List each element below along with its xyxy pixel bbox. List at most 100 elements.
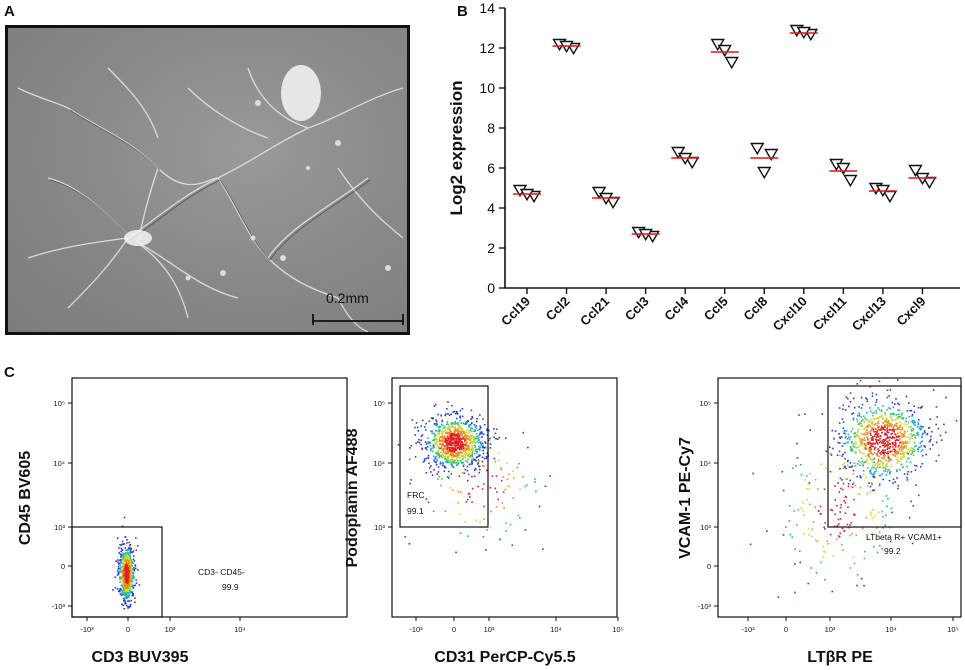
event-dot [443, 438, 445, 441]
event-dot [896, 470, 898, 473]
event-dot [898, 435, 900, 438]
event-dot [881, 431, 883, 434]
event-dot [126, 583, 129, 586]
data-point-cxcl13 [882, 190, 898, 204]
event-dot [833, 438, 835, 440]
event-dot [921, 434, 924, 436]
event-dot [462, 454, 465, 457]
event-dot [861, 527, 864, 530]
event-dot [914, 464, 916, 467]
event-dot [902, 435, 904, 438]
x-tick-label: 10³ [484, 625, 495, 634]
event-dot [860, 407, 863, 409]
event-dot [837, 441, 839, 444]
event-dot [120, 569, 123, 572]
event-dot [443, 466, 446, 469]
event-dot [130, 574, 133, 576]
event-dot [121, 562, 124, 565]
micrograph-cells [17, 65, 404, 332]
event-dot [796, 442, 798, 445]
event-dot [892, 446, 894, 448]
event-dot [467, 444, 470, 447]
event-dot [126, 591, 129, 593]
event-dot [519, 488, 521, 491]
event-dot [845, 430, 848, 432]
event-dot [467, 446, 470, 449]
event-dot [125, 569, 127, 572]
event-dot [839, 437, 842, 440]
event-dot [465, 449, 467, 452]
event-dot [871, 422, 873, 425]
event-dot [831, 590, 834, 593]
event-dot [132, 550, 135, 553]
event-dot [135, 549, 138, 552]
event-dot [461, 452, 463, 454]
event-dot [526, 484, 528, 486]
event-dot [893, 425, 895, 428]
event-dot [431, 432, 434, 435]
event-dot [928, 427, 931, 429]
event-dot [889, 422, 892, 425]
event-dot [468, 432, 470, 434]
event-dot [468, 449, 471, 451]
event-dot [124, 594, 127, 597]
event-dot [890, 417, 893, 420]
event-dot [438, 475, 441, 478]
event-dot [119, 589, 121, 591]
event-dot [886, 471, 889, 473]
event-dot [451, 450, 453, 452]
event-dot [881, 510, 883, 513]
event-dot [121, 568, 124, 570]
event-dot [122, 593, 124, 596]
event-dot [462, 422, 465, 424]
event-dot [853, 562, 856, 565]
event-dot [124, 546, 127, 549]
event-dot [881, 473, 884, 475]
event-dot [839, 532, 842, 535]
event-dot [478, 449, 481, 452]
event-dot [869, 470, 871, 473]
event-dot [119, 559, 121, 562]
event-dot [462, 461, 464, 464]
event-dot [486, 434, 489, 436]
event-dot [127, 565, 130, 567]
event-dot [868, 456, 871, 458]
event-dot [841, 455, 844, 457]
event-dot [121, 525, 124, 528]
y-tick-label: 12 [479, 40, 495, 56]
event-dot [448, 437, 450, 440]
event-dot [806, 498, 808, 501]
event-dot [846, 460, 849, 463]
event-dot [434, 433, 436, 436]
event-dot [887, 460, 890, 463]
event-dot [438, 430, 441, 432]
event-dot [127, 568, 129, 571]
event-dot [900, 417, 903, 419]
event-dot [477, 436, 480, 439]
event-dot [838, 523, 840, 525]
event-dot [435, 461, 437, 464]
event-dot [889, 458, 892, 461]
event-dot [867, 485, 869, 487]
event-dot [807, 483, 810, 485]
event-dot [482, 445, 484, 447]
event-dot [859, 450, 861, 453]
event-dot [901, 412, 903, 415]
event-dot [428, 441, 430, 443]
event-dot [497, 498, 500, 501]
event-dot [482, 452, 485, 455]
event-dot [460, 429, 463, 432]
event-dot [888, 460, 891, 463]
event-dot [437, 446, 440, 448]
event-dot [880, 427, 883, 429]
event-dot [852, 417, 855, 420]
event-dot [881, 462, 884, 465]
event-dot [905, 442, 907, 444]
event-dot [136, 545, 139, 547]
event-dot [501, 502, 504, 504]
event-dot [867, 443, 870, 446]
y-tick-label: -10³ [698, 602, 712, 611]
event-dot [442, 441, 445, 443]
event-dot [450, 438, 453, 441]
event-dot [475, 459, 477, 462]
